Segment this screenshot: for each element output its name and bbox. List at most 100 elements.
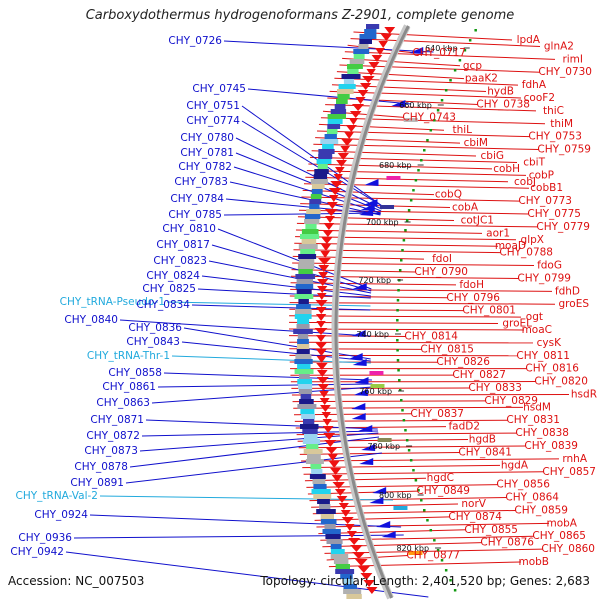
right-connector xyxy=(314,516,451,521)
forward-gene-arrow xyxy=(317,293,327,300)
feature-mark xyxy=(393,506,408,510)
right-gene-label: CHY_0816 xyxy=(525,363,579,375)
gene-block xyxy=(311,469,323,474)
forward-gene-arrow xyxy=(368,62,380,69)
forward-gene-arrow xyxy=(345,125,357,132)
forward-gene-arrow xyxy=(341,139,353,146)
tick-dot xyxy=(412,189,415,192)
gene-block xyxy=(297,339,309,344)
right-connector xyxy=(311,503,459,508)
gene-block xyxy=(347,69,359,74)
gene-block xyxy=(295,354,312,359)
right-connector xyxy=(311,150,477,157)
forward-gene-arrow xyxy=(316,363,328,370)
gene-block xyxy=(296,324,310,329)
forward-gene-arrow xyxy=(323,223,335,230)
gene-block xyxy=(316,159,332,164)
left-connector xyxy=(139,432,379,452)
left-connector xyxy=(163,372,372,381)
right-gene-label: groES xyxy=(559,298,590,310)
reverse-gene-arrow xyxy=(352,359,367,366)
gene-block xyxy=(303,449,323,454)
right-gene-label: paaK2 xyxy=(465,73,498,85)
forward-gene-arrow xyxy=(335,167,345,174)
left-connector xyxy=(241,120,383,207)
gene-block xyxy=(334,104,346,109)
forward-gene-arrow xyxy=(355,97,366,104)
forward-gene-arrow xyxy=(325,216,335,223)
feature-mark xyxy=(380,205,395,209)
tick-dot xyxy=(402,419,406,422)
right-gene-label: hgdC xyxy=(427,472,454,484)
gene-block xyxy=(294,369,314,374)
gene-tracks xyxy=(293,24,424,599)
gene-block xyxy=(310,194,322,199)
gene-block xyxy=(324,134,337,139)
reverse-gene-arrow xyxy=(369,497,384,504)
forward-gene-arrow xyxy=(346,531,357,538)
tick-dot xyxy=(409,199,413,202)
right-connector xyxy=(292,400,487,403)
right-gene-label: cobB1 xyxy=(530,182,563,194)
tick-dot xyxy=(401,409,404,412)
right-gene-label: lpdA xyxy=(517,34,541,46)
tick-dot xyxy=(409,459,413,462)
left-connector xyxy=(65,551,429,598)
right-gene-label: moaD xyxy=(495,240,526,252)
right-gene-label: moaC xyxy=(522,324,552,336)
right-gene-label: CHY_0833 xyxy=(468,382,522,394)
right-gene-label: CHY_0877 xyxy=(406,550,460,562)
left-connector xyxy=(73,534,404,539)
right-gene-label: cotJC1 xyxy=(461,214,494,226)
right-gene-label: aor1 xyxy=(486,227,510,239)
right-gene-label: CHY_0849 xyxy=(416,485,470,497)
forward-gene-arrow xyxy=(345,524,355,531)
tick-dot xyxy=(396,319,399,322)
gene-block xyxy=(316,509,336,514)
right-gene-label: CHY_0815 xyxy=(420,343,474,355)
gene-block xyxy=(327,124,341,129)
forward-gene-arrow xyxy=(366,69,376,76)
forward-gene-arrow xyxy=(329,195,339,202)
tick-label: 660 kbp xyxy=(399,101,432,110)
forward-gene-arrow xyxy=(360,573,373,580)
left-connector xyxy=(223,212,381,216)
gene-block xyxy=(343,579,354,584)
gene-block xyxy=(298,269,313,274)
gene-block xyxy=(301,414,315,419)
gene-block xyxy=(298,244,318,249)
right-connector xyxy=(315,137,461,144)
gene-block xyxy=(304,434,318,439)
gene-block xyxy=(297,364,311,369)
forward-gene-arrow xyxy=(334,489,346,496)
gene-block xyxy=(294,359,313,364)
gene-block xyxy=(366,24,380,29)
right-gene-label: mobA xyxy=(546,517,577,529)
tick-dot xyxy=(402,239,406,242)
right-connector xyxy=(293,406,524,409)
right-connector xyxy=(302,189,435,196)
left-connector xyxy=(211,244,372,292)
forward-gene-arrow xyxy=(337,153,349,160)
gene-block xyxy=(311,489,331,494)
feature-mark xyxy=(386,176,401,180)
gene-block xyxy=(347,64,363,69)
gene-block xyxy=(318,154,333,159)
gene-block xyxy=(297,344,310,349)
reverse-gene-arrow xyxy=(359,458,374,465)
right-gene-label: CHY_0831 xyxy=(506,414,560,426)
gene-block xyxy=(294,314,312,319)
right-gene-label: CHY_0838 xyxy=(515,427,569,439)
right-connector xyxy=(350,38,541,47)
feature-mark xyxy=(377,438,392,442)
tick-dot xyxy=(404,429,407,432)
gene-block xyxy=(353,49,370,54)
left-gene-label: CHY_0861 xyxy=(102,381,156,393)
right-gene-label: rimI xyxy=(562,53,583,65)
gene-block xyxy=(299,399,314,404)
topology-text: Topology: circular; Length: 2,401,520 bp… xyxy=(260,574,590,588)
right-gene-label: fdhA xyxy=(522,79,547,91)
left-gene-label: CHY_0782 xyxy=(178,161,232,173)
gene-block xyxy=(305,459,324,464)
gene-block xyxy=(311,184,325,189)
